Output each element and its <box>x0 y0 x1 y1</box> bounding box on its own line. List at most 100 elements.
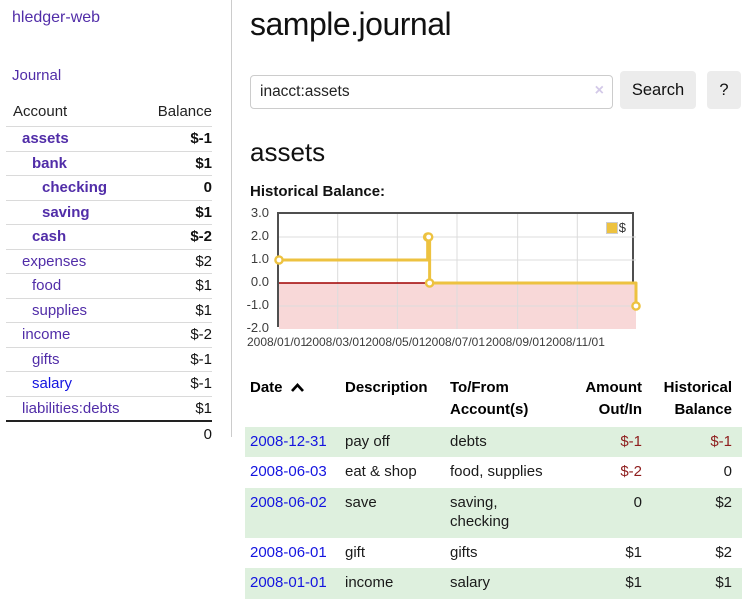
register-header-row: Date Description To/From Account(s) Amoun… <box>245 374 742 427</box>
register-header-amount: Amount Out/In <box>585 379 642 418</box>
x-axis-label: 2008/07/01 <box>424 335 486 349</box>
accounts-total-value: 0 <box>134 420 212 447</box>
account-link-food[interactable]: food <box>32 277 62 294</box>
x-axis-label: 2008/11/01 <box>545 335 605 349</box>
account-link-checking[interactable]: checking <box>42 179 108 196</box>
legend-swatch-icon <box>605 221 618 234</box>
account-link-saving[interactable]: saving <box>42 203 90 221</box>
sidebar: hledger-web Journal Account Balance asse… <box>0 0 232 447</box>
account-link-assets[interactable]: assets <box>22 130 69 147</box>
register-table: Date Description To/From Account(s) Amoun… <box>245 374 742 599</box>
account-link-salary[interactable]: salary <box>32 375 73 392</box>
transaction-date-link[interactable]: 2008-06-02 <box>250 493 327 511</box>
transaction-date-link[interactable]: 2008-12-31 <box>250 432 327 450</box>
transaction-accounts: debts <box>450 432 487 450</box>
account-row-gifts: gifts $-1 <box>6 346 212 372</box>
account-link-expenses[interactable]: expenses <box>22 252 87 270</box>
accounts-total-row: 0 <box>6 420 212 447</box>
transaction-date-link[interactable]: 2008-01-01 <box>250 574 327 591</box>
account-row-saving: saving $1 <box>6 199 212 225</box>
transaction-description: save <box>345 493 377 511</box>
x-axis-label: 2008/03/01 <box>305 335 366 349</box>
search-form: × Search ? <box>250 71 742 111</box>
account-balance: $-1 <box>134 346 212 372</box>
account-balance: $-2 <box>134 224 212 249</box>
register-header-date[interactable]: Date <box>245 374 345 427</box>
account-balance: $1 <box>134 150 212 176</box>
app-title-link[interactable]: hledger-web <box>12 9 101 26</box>
transaction-amount: $1 <box>625 574 642 591</box>
account-link-supplies[interactable]: supplies <box>32 301 88 319</box>
account-balance: $2 <box>134 248 212 274</box>
clear-search-icon[interactable]: × <box>594 82 604 99</box>
transaction-description: eat & shop <box>345 463 417 480</box>
legend-label: $ <box>618 220 626 235</box>
chart-legend: $ <box>604 219 627 236</box>
transaction-date-link[interactable]: 2008-06-03 <box>250 463 327 480</box>
y-axis-label: -2.0 <box>246 320 269 335</box>
account-balance: $-1 <box>134 371 212 396</box>
chart-plot-area[interactable]: $ <box>274 212 641 329</box>
account-row-income: income $-2 <box>6 322 212 347</box>
account-balance: $1 <box>134 297 212 323</box>
account-row-supplies: supplies $1 <box>6 297 212 323</box>
transaction-row: 2008-06-01 gift gifts $1 $2 <box>245 538 742 569</box>
account-row-assets: assets $-1 <box>6 126 212 151</box>
account-link-cash[interactable]: cash <box>32 228 67 245</box>
search-button[interactable]: Search <box>620 71 696 109</box>
transaction-balance: $1 <box>715 574 732 591</box>
y-axis-label: 3.0 <box>250 205 269 220</box>
transaction-balance: $2 <box>715 543 732 561</box>
x-axis-label: 2008/01/01 <box>246 335 308 349</box>
accounts-table: Account Balance assets $-1 bank $1 check… <box>6 100 212 447</box>
transaction-amount: 0 <box>633 493 642 511</box>
help-button[interactable]: ? <box>707 71 741 109</box>
account-balance: $1 <box>134 199 212 225</box>
transaction-amount: $1 <box>625 543 642 561</box>
transaction-row: 2008-01-01 income salary $1 $1 <box>245 568 742 599</box>
transaction-date-link[interactable]: 2008-06-01 <box>250 543 327 561</box>
transaction-accounts: food, supplies <box>450 463 543 480</box>
transaction-accounts: salary <box>450 574 491 591</box>
account-link-income[interactable]: income <box>22 326 71 343</box>
transaction-balance: $2 <box>715 493 732 511</box>
account-balance: $-2 <box>134 322 212 347</box>
account-row-checking: checking 0 <box>6 175 212 200</box>
y-axis-label: -1.0 <box>246 297 269 312</box>
account-row-expenses: expenses $2 <box>6 248 212 274</box>
account-balance: $1 <box>134 395 212 421</box>
transaction-row: 2008-06-02 save saving, checking 0 $2 <box>245 487 742 538</box>
main-content: sample.journal × Search ? assets Histori… <box>245 0 742 599</box>
account-row-bank: bank $1 <box>6 150 212 176</box>
x-axis-label: 2008/09/01 <box>485 335 546 349</box>
register-header-description: Description <box>345 379 428 396</box>
account-heading: assets <box>250 137 326 167</box>
account-row-cash: cash $-2 <box>6 224 212 249</box>
account-link-liabilities-debts[interactable]: liabilities:debts <box>22 399 120 417</box>
search-input[interactable] <box>250 75 613 109</box>
transaction-row: 2008-12-31 pay off debts $-1 $-1 <box>245 426 742 457</box>
transaction-description: gift <box>345 543 366 561</box>
accounts-header-account: Account <box>13 103 68 120</box>
account-link-bank[interactable]: bank <box>32 154 68 172</box>
account-link-gifts[interactable]: gifts <box>32 350 60 368</box>
transaction-description: pay off <box>345 432 390 450</box>
transaction-accounts: saving, checking <box>450 493 510 531</box>
sidebar-item-journal[interactable]: Journal <box>12 67 62 84</box>
account-balance: $-1 <box>134 126 212 151</box>
account-row-food: food $1 <box>6 273 212 298</box>
transaction-row: 2008-06-03 eat & shop food, supplies $-2… <box>245 457 742 488</box>
y-axis-label: 2.0 <box>250 228 269 243</box>
account-row-liabilities-debts: liabilities:debts $1 <box>6 395 212 421</box>
transaction-amount: $-1 <box>620 432 642 450</box>
x-axis-label: 2008/05/01 <box>365 335 426 349</box>
register-header-tofrom: To/From Account(s) <box>450 379 529 418</box>
accounts-header-row: Account Balance <box>6 100 212 127</box>
account-row-salary: salary $-1 <box>6 371 212 396</box>
account-balance: 0 <box>134 175 212 200</box>
transaction-accounts: gifts <box>450 543 478 561</box>
page-title: sample.journal <box>250 6 452 42</box>
transaction-amount: $-2 <box>620 463 642 480</box>
y-axis-label: 1.0 <box>250 251 269 266</box>
chart-title: Historical Balance: <box>250 183 386 200</box>
